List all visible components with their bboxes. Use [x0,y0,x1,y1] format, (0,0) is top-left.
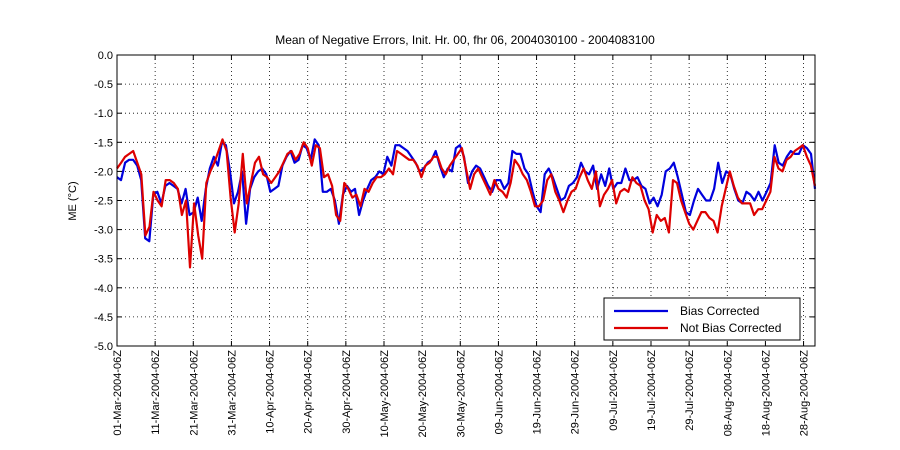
tick-layer: 0.0 -0.5 -1.0 -1.5 -2.0 -2.5 -3.0 -3.5 -4.0 -4.5 -… [94,50,815,437]
x-tick-label: 18-Aug-2004-06Z [760,350,772,437]
x-tick-label: 29-Jul-2004-06Z [684,350,696,431]
x-tick-label: 09-Jul-2004-06Z [608,350,620,431]
x-tick-label: 01-Mar-2004-06Z [112,350,124,436]
series-layer [116,138,817,269]
grid-layer [117,55,815,346]
chart-title: Mean of Negative Errors, Init. Hr. 00, f… [275,33,655,47]
y-axis-label: ME (°C) [67,181,79,220]
x-tick-label: 19-Jun-2004-06Z [532,350,544,435]
y-tick-label: -5.0 [94,341,113,353]
y-tick-label: 0.0 [98,50,113,62]
y-tick-label: -1.5 [94,137,113,149]
y-tick-label: -4.0 [94,283,113,295]
series-line-not-bias-corrected [116,138,817,269]
x-tick-label: 21-Mar-2004-06Z [188,350,200,436]
x-tick-label: 19-Jul-2004-06Z [646,350,658,431]
x-tick-label: 20-May-2004-06Z [417,350,429,438]
x-tick-label: 20-Apr-2004-06Z [303,350,315,434]
legend: Bias Corrected Not Bias Corrected [603,297,801,341]
x-tick-label: 30-Apr-2004-06Z [341,350,353,434]
x-tick-label: 10-May-2004-06Z [379,350,391,438]
legend-box [603,297,801,341]
x-tick-label: 09-Jun-2004-06Z [493,350,505,435]
y-tick-label: -2.5 [94,196,113,208]
series-line-bias-corrected [116,138,817,243]
y-tick-label: -3.0 [94,225,113,237]
y-tick-label: -0.5 [94,79,113,91]
legend-label-not-bias-corrected: Not Bias Corrected [680,321,781,335]
x-tick-label: 31-Mar-2004-06Z [226,350,238,436]
x-tick-label: 08-Aug-2004-06Z [722,350,734,437]
x-tick-label: 29-Jun-2004-06Z [570,350,582,435]
y-tick-label: -1.0 [94,108,113,120]
x-tick-label: 28-Aug-2004-06Z [799,350,811,437]
y-tick-label: -4.5 [94,312,113,324]
x-tick-label: 10-Apr-2004-06Z [265,350,277,434]
x-tick-label: 11-Mar-2004-06Z [150,350,162,435]
x-tick-label: 30-May-2004-06Z [455,350,467,438]
y-tick-label: -3.5 [94,254,113,266]
y-tick-label: -2.0 [94,166,113,178]
legend-label-bias-corrected: Bias Corrected [680,304,759,318]
